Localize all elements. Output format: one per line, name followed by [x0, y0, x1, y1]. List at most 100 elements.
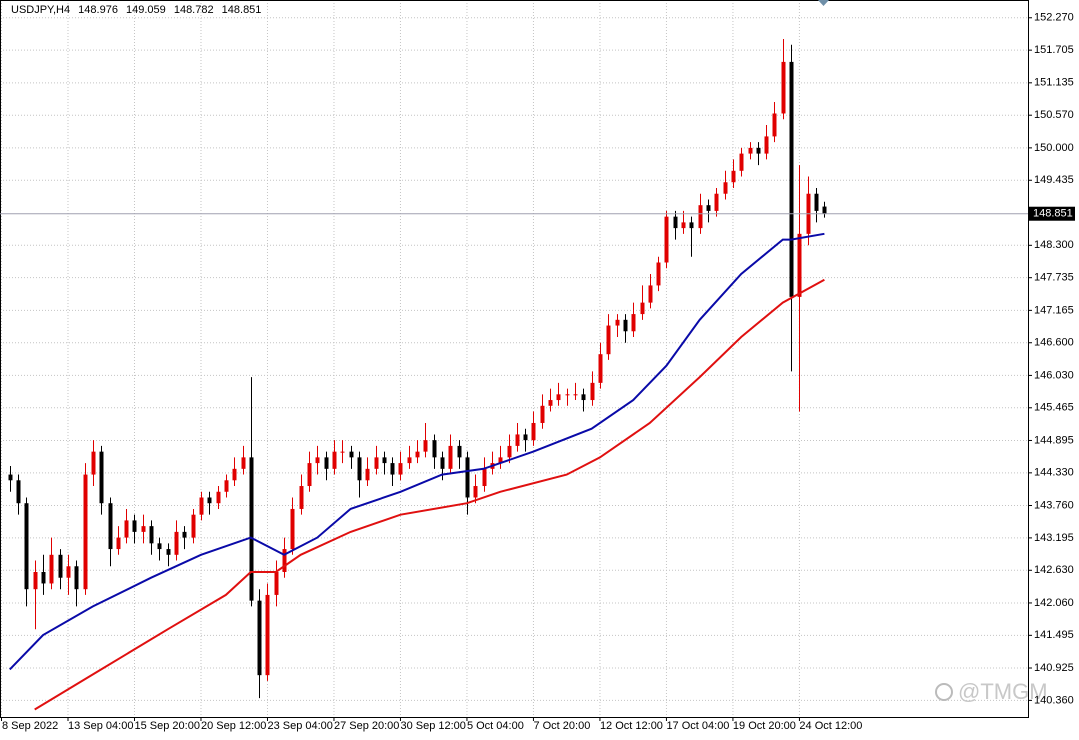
candle-body — [689, 222, 694, 229]
candle-body — [365, 468, 370, 481]
y-tick-label: 144.895 — [1034, 434, 1074, 446]
candle-body — [407, 457, 412, 464]
candle-body — [282, 549, 287, 572]
candle-body — [723, 182, 728, 194]
candle-body — [772, 113, 777, 137]
y-tick-label: 140.925 — [1034, 662, 1074, 674]
y-tick-label: 150.570 — [1034, 109, 1074, 121]
candle-body — [141, 526, 146, 532]
candle-body — [814, 193, 819, 211]
candle-body — [448, 445, 453, 469]
candle-body — [822, 206, 827, 214]
candle-body — [132, 520, 137, 532]
x-tick-label: 27 Sep 20:00 — [334, 720, 399, 732]
candle-body — [415, 451, 420, 458]
candle-body — [656, 262, 661, 286]
candle-body — [457, 445, 462, 458]
candle-body — [49, 554, 54, 584]
y-tick-label: 146.600 — [1034, 337, 1074, 349]
candle-body — [83, 474, 88, 590]
candle-body — [556, 394, 561, 401]
candle-body — [324, 457, 329, 469]
x-tick-label: 23 Sep 04:00 — [267, 720, 332, 732]
candle-body — [714, 193, 719, 211]
plot — [8, 38, 827, 711]
candle-body — [756, 147, 761, 154]
candle-body — [640, 302, 645, 315]
open: 148.976 — [78, 4, 118, 16]
candle-body — [648, 285, 653, 303]
candle-body — [797, 233, 802, 297]
candle-body — [8, 474, 13, 481]
candle-body — [232, 468, 237, 481]
candle-body — [124, 520, 129, 538]
y-tick-label: 146.030 — [1034, 369, 1074, 381]
candle-body — [149, 526, 154, 544]
y-tick-label: 152.270 — [1034, 12, 1074, 24]
y-tick-label: 144.330 — [1034, 467, 1074, 479]
candle-body — [440, 457, 445, 469]
close: 148.851 — [222, 4, 262, 16]
moving-average — [34, 278, 825, 711]
candle-body — [24, 503, 29, 590]
candle-body — [182, 531, 187, 538]
y-tick-label: 141.495 — [1034, 629, 1074, 641]
grid — [0, 0, 1028, 717]
x-tick-label: 5 Oct 04:00 — [467, 720, 524, 732]
candle-body — [207, 497, 212, 504]
candle-body — [606, 325, 611, 355]
candle-body — [74, 566, 79, 590]
candle-body — [249, 457, 254, 601]
chart-header: USDJPY,H4 148.976 149.059 148.782 148.85… — [11, 4, 261, 16]
candle-body — [789, 61, 794, 297]
candle-body — [99, 451, 104, 504]
x-tick-label: 13 Sep 04:00 — [68, 720, 133, 732]
candle-body — [432, 440, 437, 458]
y-tick-label: 140.360 — [1034, 694, 1074, 706]
x-tick-label: 12 Oct 12:00 — [600, 720, 663, 732]
candle-body — [465, 457, 470, 498]
x-tick-label: 24 Oct 12:00 — [799, 720, 862, 732]
candle-body — [573, 394, 578, 396]
candle-body — [565, 394, 570, 396]
y-tick-label: 147.735 — [1034, 272, 1074, 284]
candle-body — [374, 457, 379, 469]
watermark-group: @TMGM — [935, 679, 1048, 704]
candle-body — [473, 486, 478, 498]
candle-body — [265, 594, 270, 676]
candle-body — [664, 216, 669, 263]
candle-body — [307, 463, 312, 487]
candle-body — [315, 457, 320, 464]
watermark: @TMGM — [958, 679, 1048, 704]
candle-body — [598, 354, 603, 383]
candle-body — [590, 382, 595, 401]
candle-body — [174, 531, 179, 555]
candle-body — [108, 503, 113, 550]
candle-body — [66, 566, 71, 578]
y-tick-label: 142.630 — [1034, 564, 1074, 576]
candle-body — [581, 394, 586, 401]
y-tick-label: 143.760 — [1034, 499, 1074, 511]
x-tick-label: 15 Sep 20:00 — [134, 720, 199, 732]
candle-body — [540, 405, 545, 423]
y-tick-label: 143.195 — [1034, 532, 1074, 544]
candle-body — [523, 434, 528, 441]
x-tick-label: 19 Oct 20:00 — [733, 720, 796, 732]
candle-body — [781, 61, 786, 114]
candle-body — [739, 153, 744, 171]
candle-body — [216, 491, 221, 504]
candle-body — [498, 457, 503, 464]
candle-body — [58, 554, 63, 578]
y-tick-label: 149.435 — [1034, 174, 1074, 186]
candle-body — [166, 549, 171, 555]
candle-body — [482, 468, 487, 487]
moving-average — [9, 232, 825, 671]
current-price-label: 148.851 — [1033, 208, 1073, 220]
candle-body — [507, 445, 512, 458]
candle-body — [748, 147, 753, 154]
candle-body — [191, 514, 196, 538]
candle-body — [615, 319, 620, 326]
candle-body — [398, 463, 403, 475]
